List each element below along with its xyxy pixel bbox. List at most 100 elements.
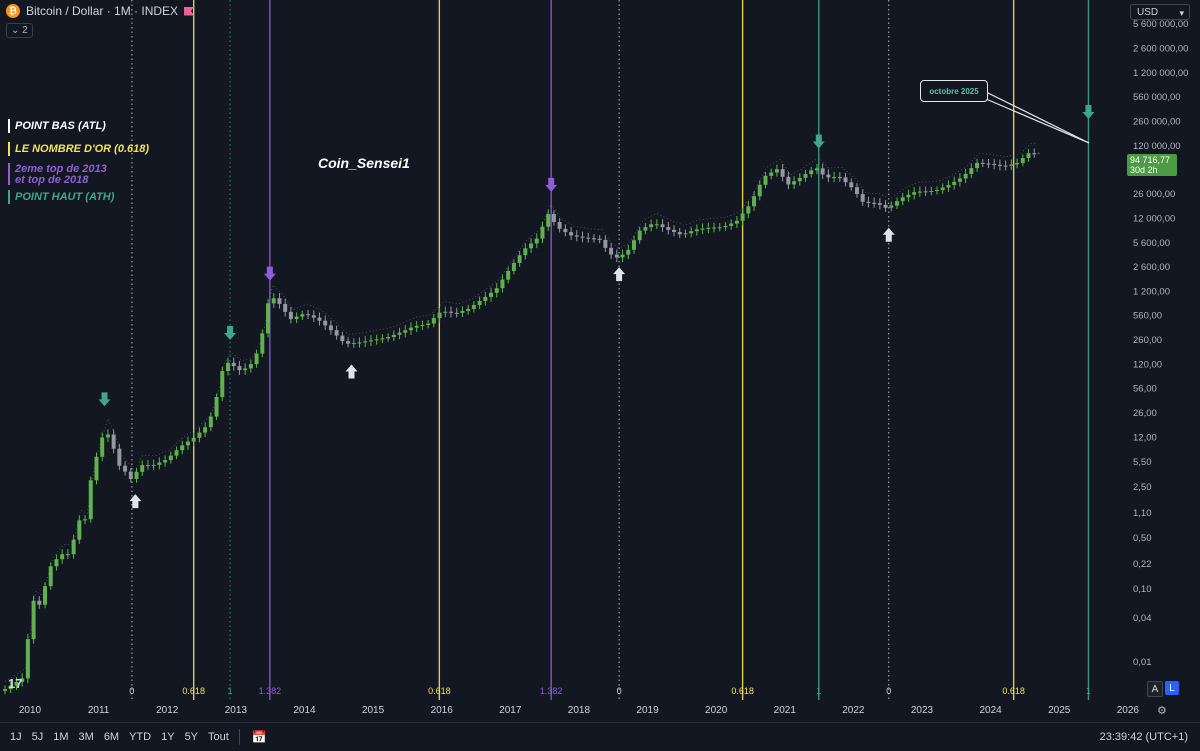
candle-body [946, 185, 951, 188]
cycle-line-label-9: 0 [886, 686, 891, 696]
candle-body [477, 301, 482, 306]
candle-body [3, 689, 7, 691]
candle-body [357, 342, 362, 344]
candle-body [260, 333, 265, 354]
candle-body [763, 175, 768, 185]
candle-body [769, 172, 774, 176]
auto-scale-button[interactable]: A [1147, 681, 1163, 697]
range-5y[interactable]: 5Y [184, 731, 199, 743]
log-scale-button[interactable]: L [1165, 681, 1179, 695]
x-tick-label: 2018 [568, 705, 591, 716]
candle-body [117, 448, 122, 466]
candle-body [14, 681, 19, 686]
candle-body [174, 450, 179, 456]
candle-body [889, 205, 894, 208]
candle-body [300, 314, 305, 317]
candle-body [706, 227, 711, 229]
candle-body [203, 427, 208, 433]
candle-body [997, 164, 1002, 166]
range-1y[interactable]: 1Y [161, 731, 175, 743]
candle-body [740, 213, 745, 221]
marker-arrow-up-1 [129, 494, 142, 509]
calendar-icon[interactable]: 📅 [251, 730, 267, 744]
candle-body [323, 320, 328, 326]
candle-body [368, 340, 373, 342]
marker-arrow-down-5 [545, 177, 558, 192]
range-1d[interactable]: 1J [10, 731, 22, 743]
trend-line [4, 143, 1038, 682]
candle-body [654, 224, 659, 226]
marker-arrow-down-3 [263, 266, 276, 281]
range-1m[interactable]: 1M [53, 731, 69, 743]
candle-body [306, 314, 311, 316]
candle-body [694, 229, 699, 232]
legend-second-top-line2: et top de 2018 [15, 174, 89, 186]
candle-body [729, 223, 734, 226]
candle-body [494, 288, 499, 293]
y-tick-label: 560 000,00 [1133, 92, 1181, 103]
cycle-line-label-3: 1.382 [259, 686, 282, 696]
candle-body [574, 235, 579, 237]
x-tick-label: 2010 [19, 705, 42, 716]
candle-body [917, 191, 922, 193]
y-axis: 5 600 000,00 2 600 000,00 1 200 000,00 560 … [1133, 19, 1188, 668]
candle-body [471, 305, 476, 309]
x-tick-label: 2024 [979, 705, 1002, 716]
y-tick-label: 26,00 [1133, 408, 1157, 419]
candle-body [591, 238, 596, 240]
candle-body [437, 312, 442, 319]
candle-body [700, 228, 705, 230]
candle-body [1032, 153, 1037, 155]
x-tick-label: 2017 [499, 705, 522, 716]
candle-body [883, 204, 888, 208]
clock[interactable]: 23:39:42 (UTC+1) [1099, 731, 1188, 743]
candle-body [363, 341, 368, 343]
y-tick-label: 56,00 [1133, 384, 1157, 395]
cycle-line-label-5: 1.382 [540, 686, 563, 696]
candle-body [597, 238, 602, 240]
x-tick-label: 2021 [774, 705, 797, 716]
candle-body [65, 554, 70, 556]
currency-select[interactable]: USD [1130, 4, 1190, 21]
legend-second-top-line1: 2eme top de 2013 [15, 163, 107, 175]
candle-body [83, 519, 88, 521]
range-all[interactable]: Tout [208, 731, 229, 743]
callout-october-2025[interactable]: octobre 2025 [920, 80, 988, 102]
callout-pointer-upper [985, 91, 1090, 144]
gear-icon[interactable]: ⚙ [1157, 705, 1167, 717]
candle-body [426, 323, 431, 325]
x-axis: 2010 2011 2012 2013 2014 2015 2016 2017 2018 2019… [19, 705, 1140, 716]
range-5d[interactable]: 5J [31, 731, 44, 743]
x-tick-label: 2022 [842, 705, 865, 716]
tradingview-logo[interactable]: 17 [8, 676, 23, 691]
cycle-line-label-7: 0.618 [731, 686, 754, 696]
candle-body [60, 554, 65, 560]
candle-body [243, 368, 248, 371]
range-ytd[interactable]: YTD [129, 731, 152, 743]
candle-body [580, 236, 585, 238]
y-tick-label: 5 600,00 [1133, 238, 1170, 249]
candle-body [145, 465, 150, 467]
legend-golden-ratio: LE NOMBRE D'OR (0.618) [15, 143, 150, 155]
candle-body [288, 311, 293, 320]
symbol-title[interactable]: Bitcoin / Dollar · 1M · INDEX [26, 4, 179, 18]
flag-icon[interactable] [184, 6, 195, 16]
candle-body [1020, 158, 1025, 164]
candle-body [340, 335, 345, 342]
marker-arrow-down-2 [224, 326, 237, 341]
candle-body [408, 327, 413, 331]
candle-body [37, 600, 42, 605]
range-6m[interactable]: 6M [103, 731, 120, 743]
indicator-layers-toggle[interactable]: ⌄ 2 [6, 23, 33, 38]
y-tick-label: 0,22 [1133, 559, 1152, 570]
candle-body [397, 332, 402, 335]
bottom-toolbar: 1J 5J 1M 3M 6M YTD 1Y 5Y Tout 📅 23:39:42… [0, 722, 1200, 751]
range-3m[interactable]: 3M [78, 731, 94, 743]
legend-ath-marker [8, 190, 10, 204]
candle-body [626, 249, 631, 255]
candle-body [128, 471, 133, 480]
candle-body [631, 240, 636, 250]
candle-body [220, 371, 225, 398]
y-tick-label: 0,01 [1133, 657, 1152, 668]
